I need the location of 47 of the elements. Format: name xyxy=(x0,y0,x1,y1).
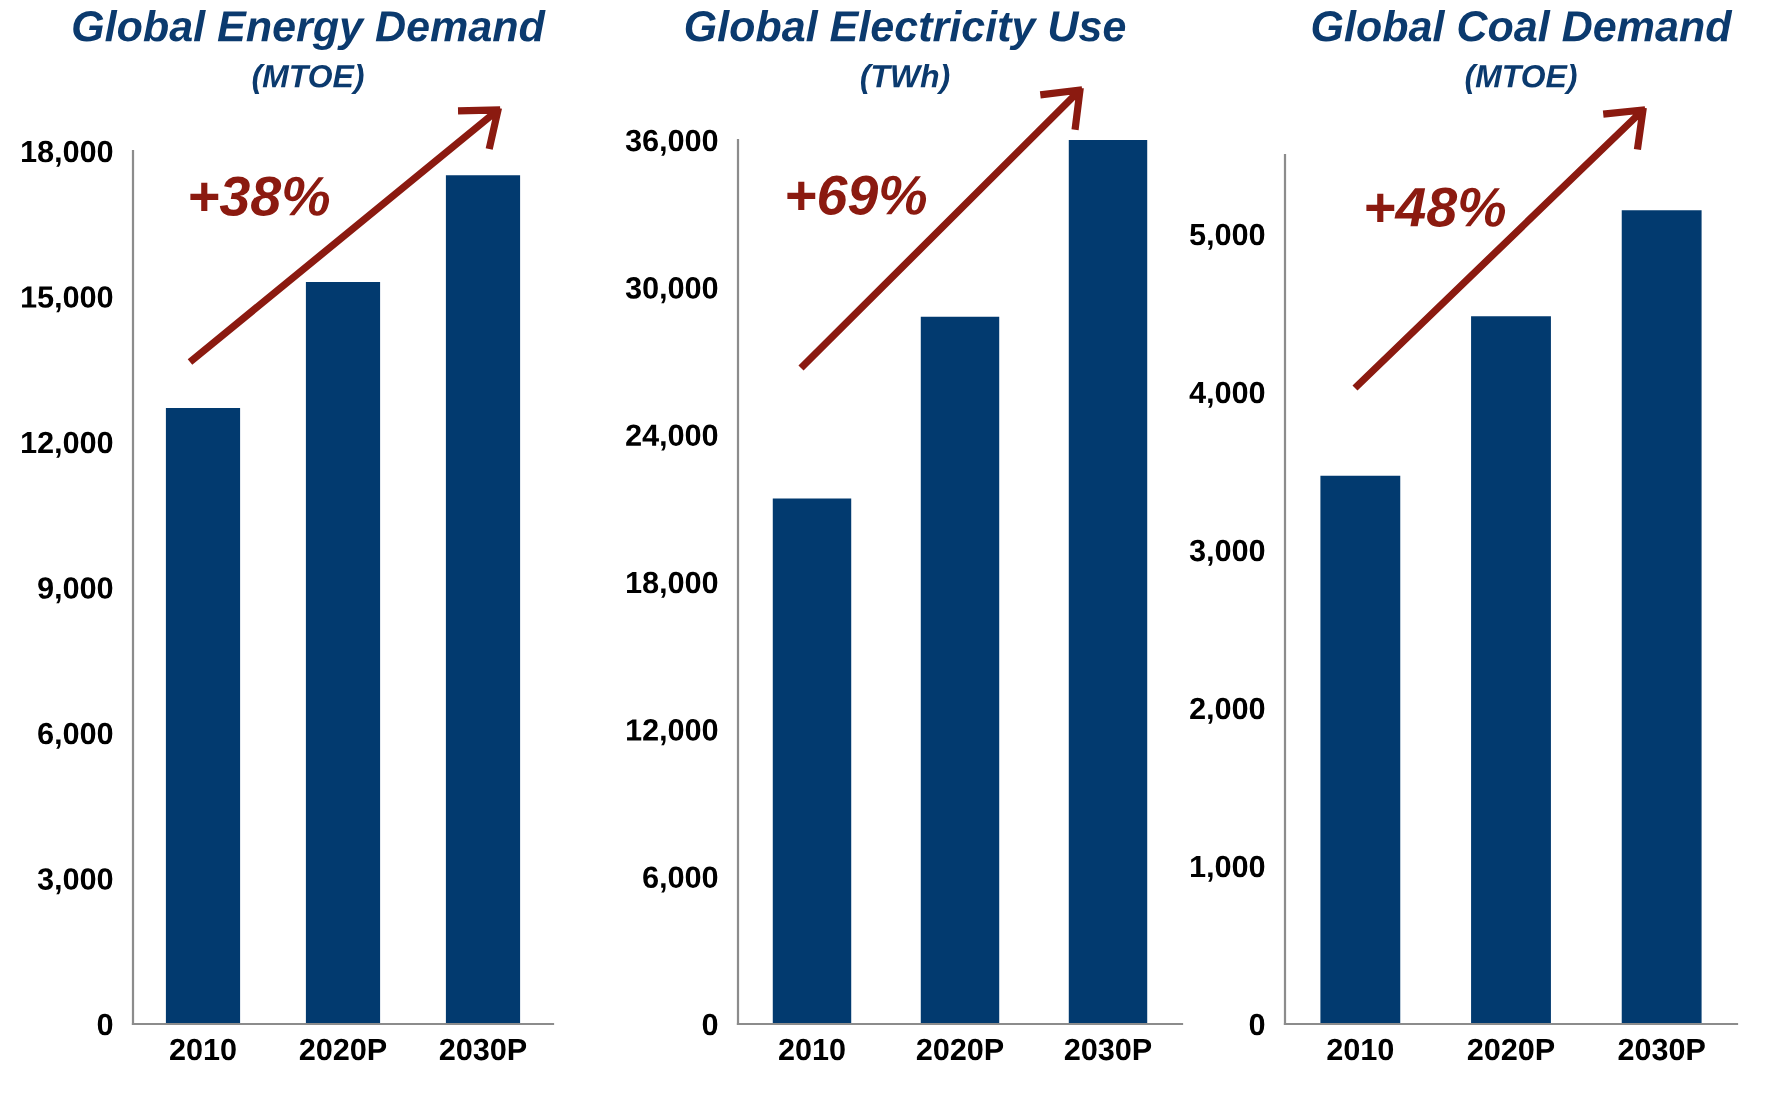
y-tick-label: 4,000 xyxy=(1189,381,1265,408)
y-tick-label: 0 xyxy=(1249,1013,1265,1036)
bar xyxy=(920,316,1000,1024)
bar xyxy=(305,281,381,1024)
annotation: +48% xyxy=(1366,187,1506,227)
y-tick-label: 1,000 xyxy=(1191,855,1265,882)
y-tick-label: 3,000 xyxy=(37,868,113,895)
x-tick-label: 2010 xyxy=(170,1038,236,1061)
y-tick-label: 6,000 xyxy=(38,722,113,749)
bar xyxy=(1471,316,1551,1024)
y-tick-label: 15,000 xyxy=(22,286,113,313)
y-tick-label: 18,000 xyxy=(627,571,718,598)
x-tick-label: 2030P xyxy=(439,1038,527,1061)
chart-subtitle: (TWh) xyxy=(860,64,950,94)
chart-subtitle: (MTOE) xyxy=(252,64,364,94)
x-tick-label: 2020P xyxy=(1467,1038,1555,1061)
x-tick-label: 2030P xyxy=(1618,1038,1705,1061)
y-tick-label: 5,000 xyxy=(1190,223,1265,250)
y-tick-label: 12,000 xyxy=(22,431,113,458)
bar xyxy=(772,498,852,1024)
chart-title: Global Electricity Use xyxy=(685,9,1126,51)
y-tick-label: 0 xyxy=(702,1013,718,1036)
y-tick-label: 18,000 xyxy=(22,140,113,167)
y-tick-label: 12,000 xyxy=(627,719,718,746)
y-tick-label: 3,000 xyxy=(1189,539,1265,566)
x-tick-label: 2020P xyxy=(916,1038,1004,1061)
x-tick-label: 2010 xyxy=(779,1038,845,1061)
bar xyxy=(1621,210,1702,1024)
chart-title: Global Energy Demand xyxy=(73,9,546,51)
y-tick-label: 9,000 xyxy=(38,577,113,604)
bar xyxy=(165,408,241,1024)
annotation: +38% xyxy=(190,176,330,216)
y-tick-label: 24,000 xyxy=(626,424,718,451)
y-tick-label: 2,000 xyxy=(1190,697,1265,724)
x-tick-label: 2030P xyxy=(1064,1038,1152,1061)
y-tick-label: 6,000 xyxy=(643,866,718,893)
annotation: +69% xyxy=(787,175,927,215)
y-tick-label: 30,000 xyxy=(625,277,718,304)
x-tick-label: 2020P xyxy=(299,1038,387,1061)
x-tick-label: 2010 xyxy=(1327,1038,1394,1061)
chart-title: Global Coal Demand xyxy=(1312,9,1733,42)
bar xyxy=(1320,475,1401,1024)
y-tick-label: 0 xyxy=(97,1013,113,1036)
bar xyxy=(445,175,521,1024)
chart-subtitle: (MTOE) xyxy=(1465,64,1577,94)
y-tick-label: 36,000 xyxy=(625,129,718,156)
bar xyxy=(1068,140,1148,1024)
